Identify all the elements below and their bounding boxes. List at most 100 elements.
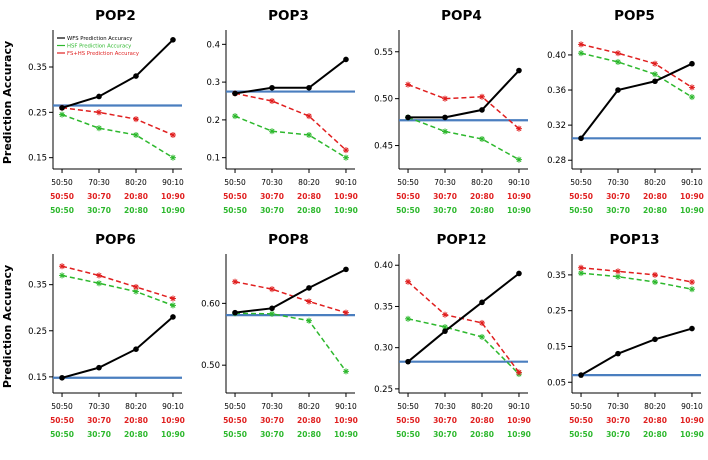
- data-point-circle: [615, 87, 621, 93]
- data-point-star: [269, 311, 275, 317]
- x-tick-label: 50:50: [569, 206, 593, 215]
- x-tick-label: 20:80: [470, 430, 494, 439]
- data-point-star: [306, 113, 312, 119]
- y-tick-label: 0.4: [206, 40, 220, 50]
- x-tick-label: 30:70: [260, 430, 284, 439]
- x-tick-label: 50:50: [397, 402, 419, 411]
- data-point-circle: [133, 73, 139, 79]
- series-line: [580, 272, 693, 290]
- chart-panel-pop2: POP2 0.15 0.25 0.35 50:50 70:30 80:20 90:10 50:…: [16, 6, 189, 230]
- x-tick-label: 20:80: [643, 206, 667, 215]
- chart-svg: 0.1 0.2 0.3 0.4 50:50 70:30 80:20 90:10 50:50 30:…: [206, 30, 358, 215]
- data-point-circle: [269, 305, 275, 312]
- data-point-circle: [578, 372, 584, 378]
- data-point-star: [615, 50, 621, 56]
- series-line: [408, 69, 520, 119]
- x-tick-label: 10:90: [507, 206, 531, 215]
- data-point-star: [59, 272, 65, 278]
- x-tick-label: 10:90: [161, 416, 185, 425]
- data-point-star: [232, 279, 238, 285]
- chart-plot-area: 0.05 0.15 0.25 0.35 50:50 70:30 80:20 90:10 50:5…: [535, 250, 708, 456]
- y-tick-label: 0.36: [547, 86, 566, 96]
- x-tick-label: 90:10: [162, 402, 184, 411]
- x-tick-label: 10:90: [161, 430, 185, 439]
- y-tick-label: 0.30: [374, 344, 393, 354]
- data-point-star: [479, 320, 485, 326]
- data-point-star: [59, 263, 65, 269]
- chart-row-top: Prediction Accuracy POP2 0.15 0.25 0.35 50:…: [0, 6, 708, 230]
- x-tick-label: 10:90: [507, 430, 531, 439]
- x-tick-label: 20:80: [124, 206, 148, 215]
- series-line: [234, 58, 347, 95]
- y-tick-label: 0.35: [28, 281, 47, 291]
- x-tick-label: 20:80: [124, 192, 148, 201]
- x-tick-label: 20:80: [297, 206, 321, 215]
- data-point-star: [652, 272, 658, 278]
- y-tick-label: 0.15: [28, 154, 47, 164]
- y-tick-label: 0.15: [28, 373, 47, 383]
- data-point-star: [615, 59, 621, 65]
- data-point-circle: [232, 309, 238, 316]
- y-tick-label: 0.60: [201, 299, 220, 309]
- data-point-star: [689, 286, 695, 292]
- y-tick-label: 0.25: [374, 385, 393, 395]
- chart-panel-pop6: POP6 0.15 0.25 0.35 50:50 70:30 80:20 90:10 50:…: [16, 230, 189, 454]
- chart-svg: 0.45 0.50 0.55 50:50 70:30 80:20 90:10 50:50 30:…: [374, 30, 531, 215]
- series-line: [407, 116, 520, 161]
- series-line: [407, 272, 520, 363]
- data-point-circle: [405, 358, 411, 365]
- x-tick-label: 70:30: [434, 402, 456, 411]
- y-tick-label: 0.15: [547, 342, 566, 352]
- x-tick-label: 30:70: [606, 192, 630, 201]
- series-line: [580, 43, 693, 89]
- data-point-star: [306, 318, 312, 324]
- series-line: [407, 281, 520, 373]
- x-tick-label: 20:80: [297, 192, 321, 201]
- x-tick-label: 30:70: [433, 430, 457, 439]
- x-tick-label: 30:70: [260, 192, 284, 201]
- data-point-star: [405, 316, 411, 322]
- x-tick-label: 10:90: [161, 206, 185, 215]
- x-tick-label: 70:30: [434, 178, 456, 187]
- x-tick-label: 80:20: [471, 178, 493, 187]
- x-tick-label: 20:80: [297, 416, 321, 425]
- x-tick-label: 80:20: [125, 402, 147, 411]
- data-point-star: [652, 279, 658, 285]
- x-tick-label: 70:30: [261, 178, 283, 187]
- data-point-star: [343, 310, 349, 316]
- chart-svg: 0.05 0.15 0.25 0.35 50:50 70:30 80:20 90:10 50:5…: [547, 254, 704, 439]
- data-point-star: [516, 369, 522, 375]
- data-point-circle: [578, 135, 584, 142]
- y-tick-label: 0.50: [374, 95, 393, 105]
- y-tick-label: 0.05: [547, 378, 566, 388]
- data-point-star: [170, 155, 176, 161]
- data-point-star: [442, 324, 448, 330]
- x-tick-label: 90:10: [681, 402, 703, 411]
- x-tick-label: 10:90: [161, 192, 185, 201]
- x-tick-label: 50:50: [50, 430, 74, 439]
- chart-svg: 0.15 0.25 0.35 50:50 70:30 80:20 90:10 50:50 30:…: [28, 30, 185, 215]
- x-tick-label: 50:50: [223, 192, 247, 201]
- data-point-star: [133, 289, 139, 295]
- x-tick-label: 50:50: [51, 178, 73, 187]
- data-point-star: [343, 368, 349, 374]
- x-tick-label: 70:30: [607, 178, 629, 187]
- x-tick-label: 30:70: [87, 416, 111, 425]
- x-tick-label: 30:70: [87, 192, 111, 201]
- data-point-star: [170, 302, 176, 308]
- series-line: [407, 83, 520, 130]
- data-point-circle: [516, 270, 522, 277]
- data-point-star: [343, 155, 349, 161]
- x-tick-label: 20:80: [124, 430, 148, 439]
- chart-svg: 0.28 0.32 0.36 0.40 50:50 70:30 80:20 90:10 50:5…: [547, 30, 704, 215]
- data-point-circle: [343, 266, 349, 273]
- chart-svg: 0.15 0.25 0.35 50:50 70:30 80:20 90:10 50:50 30:…: [28, 254, 185, 439]
- x-tick-label: 20:80: [470, 416, 494, 425]
- data-point-star: [578, 265, 584, 271]
- y-axis-title-row2: Prediction Accuracy: [0, 230, 16, 454]
- x-tick-label: 10:90: [334, 430, 358, 439]
- data-point-star: [578, 41, 584, 47]
- series-line: [234, 92, 347, 151]
- y-tick-label: 0.32: [547, 121, 566, 131]
